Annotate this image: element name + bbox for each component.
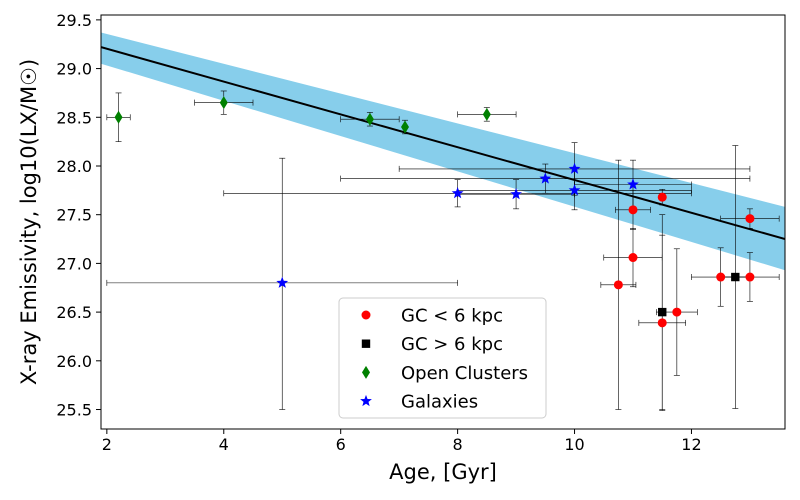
data-point-gc-6-kpc xyxy=(731,272,740,282)
data-point-open-clusters xyxy=(401,120,409,134)
legend-label: Galaxies xyxy=(401,392,478,413)
y-tick-label: 28.0 xyxy=(56,157,92,176)
legend: GC < 6 kpc GC > 6 kpc Open Clusters Galaxie… xyxy=(338,297,547,419)
legend-frame xyxy=(338,297,547,419)
data-point-galaxies xyxy=(627,178,639,190)
plot-frame xyxy=(100,14,786,430)
data-point-gc-6-kpc xyxy=(672,307,682,317)
markers-layer xyxy=(114,96,755,328)
data-point-galaxies xyxy=(539,172,552,184)
data-point-galaxies xyxy=(568,184,581,196)
data-point-open-clusters xyxy=(365,112,374,126)
data-point-gc-6-kpc xyxy=(657,318,667,328)
data-point-open-clusters xyxy=(482,107,491,121)
fit-line xyxy=(101,46,785,241)
x-tick-label: 8 xyxy=(453,435,463,454)
data-point-galaxies xyxy=(451,187,464,199)
x-tick-label: 10 xyxy=(564,435,584,454)
y-tick-label: 29.0 xyxy=(56,60,92,79)
legend-marker xyxy=(361,310,371,320)
x-ticks: 2 4 6 8 10 12 xyxy=(102,429,702,454)
data-point-gc-6-kpc xyxy=(657,192,667,202)
legend-label: GC > 6 kpc xyxy=(401,334,503,355)
legend-entry: GC < 6 kpc xyxy=(361,306,503,327)
legend-label: Open Clusters xyxy=(401,363,528,384)
x-tick-label: 6 xyxy=(336,435,346,454)
x-tick-label: 12 xyxy=(681,435,701,454)
y-tick-label: 25.5 xyxy=(56,401,92,420)
data-point-open-clusters xyxy=(114,110,123,124)
data-point-open-clusters xyxy=(219,96,228,110)
data-point-gc-6-kpc xyxy=(745,272,755,282)
data-point-gc-6-kpc xyxy=(658,307,667,317)
y-tick-label: 28.5 xyxy=(56,108,92,127)
fit-line-layer xyxy=(101,46,785,241)
x-tick-label: 4 xyxy=(219,435,229,454)
x-tick-label: 2 xyxy=(102,435,112,454)
legend-entry: Galaxies xyxy=(360,392,478,413)
fit-band xyxy=(101,32,785,271)
data-point-galaxies xyxy=(276,276,289,288)
y-tick-label: 26.0 xyxy=(56,352,92,371)
legend-entry: GC > 6 kpc xyxy=(361,334,503,355)
legend-marker xyxy=(362,365,370,379)
y-tick-label: 27.0 xyxy=(56,254,92,273)
data-point-gc-6-kpc xyxy=(716,272,726,282)
data-point-gc-6-kpc xyxy=(745,214,755,224)
data-point-gc-6-kpc xyxy=(628,205,638,215)
y-ticks: 25.5 26.0 26.5 27.0 27.5 28.0 28.5 29.0 29.5 xyxy=(56,11,101,420)
y-axis-label: X-ray Emissivity, log10(LX/M☉) xyxy=(17,59,41,385)
data-point-gc-6-kpc xyxy=(613,280,623,290)
y-tick-label: 27.5 xyxy=(56,206,92,225)
y-tick-label: 26.5 xyxy=(56,303,92,322)
legend-marker xyxy=(360,394,372,407)
data-point-galaxies xyxy=(568,162,581,174)
fit-band-layer xyxy=(101,32,785,271)
data-point-galaxies xyxy=(510,188,522,200)
data-point-gc-6-kpc xyxy=(628,253,638,263)
x-axis-label: Age, [Gyr] xyxy=(389,460,497,484)
legend-label: GC < 6 kpc xyxy=(401,306,503,327)
legend-marker xyxy=(361,339,371,348)
y-tick-label: 29.5 xyxy=(56,11,92,30)
legend-entry: Open Clusters xyxy=(362,363,528,384)
